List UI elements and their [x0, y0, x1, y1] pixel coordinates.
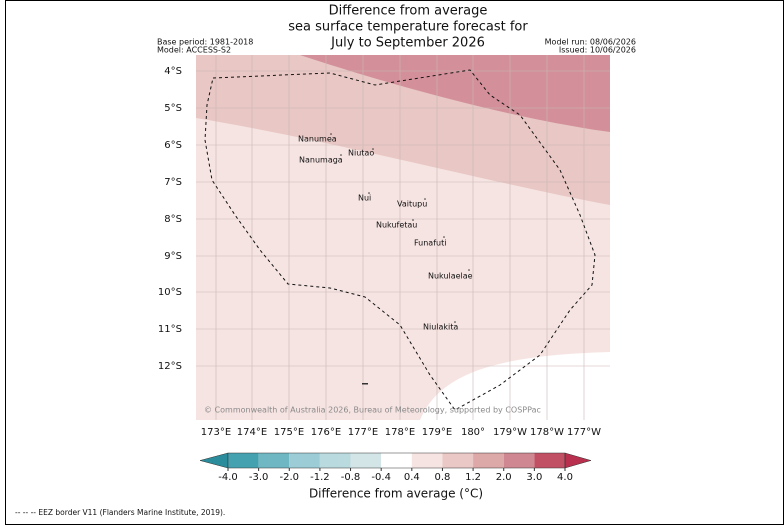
- colorbar-segment: [442, 453, 474, 468]
- colorbar-tick-label: 0.8: [435, 472, 451, 483]
- colorbar-tick-label: -2.0: [280, 472, 300, 483]
- colorbar-tick-label: 0.4: [404, 472, 420, 483]
- lon-label: 177°E: [348, 427, 378, 438]
- colorbar-tick-label: 2.0: [496, 472, 512, 483]
- copyright: © Commonwealth of Australia 2026, Bureau…: [204, 406, 541, 415]
- colorbar-segment: [534, 453, 565, 468]
- meta-right: Issued: 10/06/2026: [559, 46, 636, 55]
- title-line: sea surface temperature forecast for: [288, 20, 528, 35]
- lat-label: 9°S: [164, 251, 182, 262]
- place-label: Vaitupu: [397, 200, 427, 209]
- lat-label: 10°S: [158, 287, 182, 298]
- lat-label: 12°S: [158, 361, 182, 372]
- colorbar-extend: [199, 452, 229, 469]
- place-label: Nanumea: [298, 135, 337, 144]
- colorbar-tick-label: -0.4: [371, 472, 391, 483]
- lon-label: 173°E: [201, 427, 231, 438]
- colorbar-segment: [473, 453, 504, 468]
- colorbar-segment: [228, 453, 259, 468]
- colorbar-segment: [411, 453, 443, 468]
- colorbar-outline: [227, 452, 566, 469]
- lat-label: 11°S: [158, 324, 182, 335]
- colorbar-segment: [258, 453, 290, 468]
- place-label: Nukulaelae: [428, 272, 473, 281]
- lon-label: 180°: [461, 427, 485, 438]
- colorbar-extend: [564, 452, 592, 469]
- place-label: Niutao: [348, 149, 374, 158]
- lon-label: 179°W: [493, 427, 527, 438]
- title-line: July to September 2026: [330, 36, 485, 51]
- lat-label: 8°S: [164, 214, 182, 225]
- colorbar-tick-label: 4.0: [557, 472, 573, 483]
- lon-label: 174°E: [237, 427, 267, 438]
- meta-left: Base period: 1981-2018: [157, 38, 253, 47]
- place-label: Nukufetau: [376, 221, 417, 230]
- colorbar-segment: [503, 453, 535, 468]
- anomaly-region: [300, 55, 610, 132]
- place-label: Niulakita: [423, 323, 458, 332]
- place-label: Nui: [358, 194, 371, 203]
- place-label: Nanumaga: [299, 156, 343, 165]
- colorbar-segment: [319, 453, 351, 468]
- lat-label: 4°S: [164, 66, 182, 77]
- colorbar-segment: [289, 453, 320, 468]
- eez-border: [204, 69, 596, 411]
- title-line: Difference from average: [329, 4, 488, 19]
- lon-labels: 173°E 174°E 175°E 176°E 177°E 178°E 179°…: [201, 427, 601, 438]
- lon-label: 178°W: [530, 427, 564, 438]
- footnote: -- -- -- EEZ border V11 (Flanders Marine…: [15, 508, 225, 517]
- lon-label: 179°E: [422, 427, 452, 438]
- colorbar-tick-label: 3.0: [526, 472, 542, 483]
- meta-right: Model run: 08/06/2026: [545, 38, 636, 47]
- colorbar: -4.0 -3.0 -2.0 -1.2 -0.8 -0.4 0.4 0.8 1.2 2.0 3.0 4…: [199, 452, 592, 483]
- lon-label: 175°E: [274, 427, 304, 438]
- lat-label: 6°S: [164, 140, 182, 151]
- lon-label: 176°E: [311, 427, 341, 438]
- colorbar-tick-label: -3.0: [249, 472, 269, 483]
- lat-labels: 4°S 5°S 6°S 7°S 8°S 9°S 10°S 11°S 12°S: [158, 66, 182, 372]
- colorbar-segment: [381, 453, 412, 468]
- colorbar-tick-label: -1.2: [310, 472, 330, 483]
- graticule: [196, 55, 610, 420]
- lon-label: 178°E: [385, 427, 415, 438]
- map: Nanumea Niutao Nanumaga Nui Vaitupu Nuku…: [196, 55, 610, 420]
- lon-label: 177°W: [567, 427, 601, 438]
- colorbar-tick-label: 1.2: [465, 472, 481, 483]
- colorbar-tick-label: -0.8: [341, 472, 361, 483]
- meta-left: Model: ACCESS-S2: [157, 46, 231, 55]
- colorbar-segment: [350, 453, 382, 468]
- lat-label: 7°S: [164, 177, 182, 188]
- lat-label: 5°S: [164, 103, 182, 114]
- place-label: Funafuti: [414, 239, 446, 248]
- colorbar-label: Difference from average (°C): [309, 487, 483, 501]
- colorbar-tick-label: -4.0: [218, 472, 238, 483]
- island-dots: [330, 133, 470, 385]
